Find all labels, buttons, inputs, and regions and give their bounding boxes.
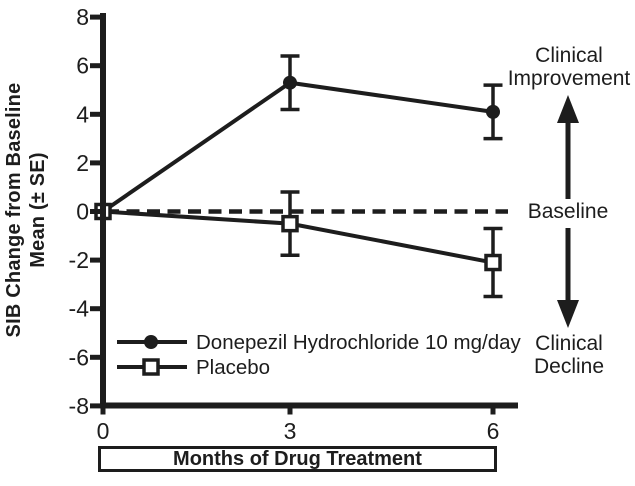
x-axis-line [100, 402, 518, 409]
y-tick [90, 14, 103, 20]
annotation-clinical-improvement: Clinical Improvement [500, 44, 635, 90]
y-tick [90, 403, 103, 409]
y-tick-label: -2 [69, 247, 89, 273]
y-axis-title-line1: SIB Change from Baseline [3, 82, 25, 338]
annotation-clinical-decline-line2: Decline [533, 355, 605, 378]
y-tick [90, 354, 103, 360]
y-tick [90, 209, 103, 214]
y-tick-label: -4 [69, 296, 90, 322]
y-tick-label: 4 [76, 101, 89, 127]
annotation-baseline: Baseline [527, 200, 609, 223]
x-tick-label: 3 [284, 418, 297, 444]
annotation-clinical-improvement-line1: Clinical [535, 44, 603, 67]
marker-donepezil [283, 75, 297, 90]
y-tick [90, 160, 103, 166]
y-tick [90, 111, 103, 117]
legend-marker-donepezil [144, 335, 158, 349]
y-tick-label: 2 [76, 150, 89, 176]
x-tick [100, 405, 106, 415]
y-tick-label: -8 [69, 393, 89, 419]
y-axis-title-line2: Mean (± SE) [27, 152, 49, 268]
y-tick-label: 8 [76, 4, 89, 30]
y-axis-title: SIB Change from Baseline Mean (± SE) [2, 60, 50, 360]
y-tick-label: -6 [69, 344, 89, 370]
clinical-improvement-arrow-head [557, 95, 579, 123]
legend-label-placebo: Placebo [196, 356, 270, 379]
y-tick [90, 306, 103, 312]
marker-placebo [484, 253, 502, 272]
y-tick-label: 0 [76, 199, 89, 225]
y-tick-label: 6 [76, 53, 89, 79]
x-tick [287, 405, 293, 415]
marker-placebo [281, 214, 299, 233]
x-tick-label: 0 [97, 418, 110, 444]
x-axis-title: Months of Drug Treatment [98, 446, 497, 472]
clinical-decline-arrow-head [557, 300, 579, 328]
annotation-clinical-improvement-line2: Improvement [507, 67, 631, 90]
y-tick [90, 63, 103, 69]
legend-marker-placebo [142, 358, 160, 376]
legend-label-donepezil: Donepezil Hydrochloride 10 mg/day [196, 331, 522, 354]
x-tick [490, 405, 496, 415]
annotation-clinical-decline-line1: Clinical [535, 332, 603, 355]
x-tick-label: 6 [487, 418, 500, 444]
marker-donepezil [486, 104, 500, 119]
annotation-clinical-decline: Clinical Decline [500, 332, 635, 378]
y-tick [90, 257, 103, 263]
